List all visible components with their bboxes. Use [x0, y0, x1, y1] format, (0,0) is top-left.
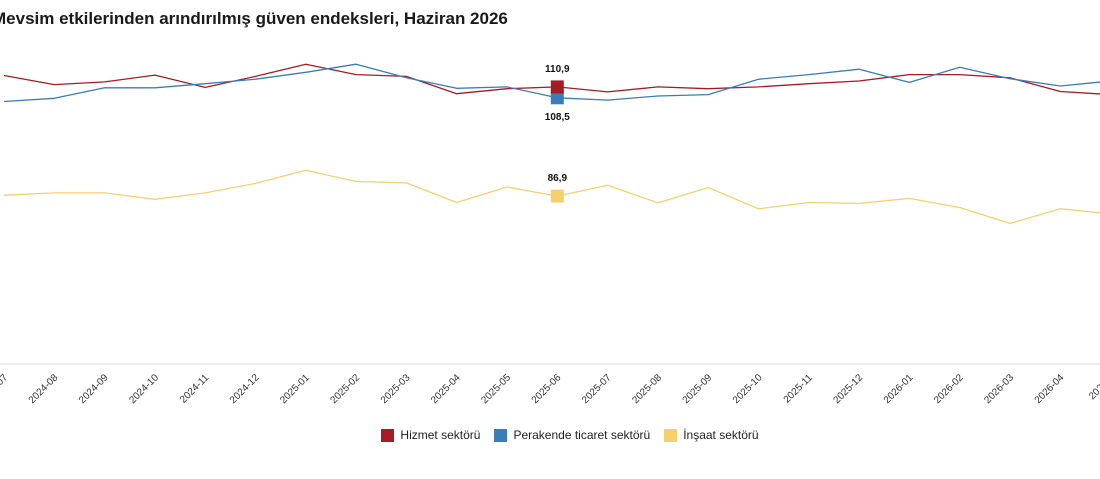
x-tick-label: 2024-07 — [0, 372, 10, 406]
x-tick-label: 2025-06 — [530, 372, 564, 406]
data-label-hizmet: 110,9 — [545, 64, 570, 75]
data-label-perakende: 108,5 — [545, 112, 570, 123]
data-label-insaat: 86,9 — [548, 173, 568, 184]
x-tick-label: 2024-10 — [127, 372, 161, 406]
legend-item-perakende[interactable]: Perakende ticaret sektörü — [494, 428, 650, 442]
x-tick-label: 2025-03 — [379, 372, 413, 406]
legend-label-insaat: İnşaat sektörü — [683, 428, 759, 442]
highlight-marker-perakende[interactable] — [550, 91, 564, 105]
x-tick-label: 2026-03 — [982, 372, 1016, 406]
x-tick-label: 2024-11 — [178, 372, 212, 406]
x-tick-label: 2025-11 — [782, 372, 816, 406]
x-tick-label: 2024-09 — [77, 372, 111, 406]
legend-swatch-hizmet — [381, 428, 395, 442]
x-tick-label: 2025-12 — [831, 372, 865, 406]
legend-item-hizmet[interactable]: Hizmet sektörü — [381, 428, 480, 442]
x-tick-label: 2026-0 — [1087, 372, 1100, 402]
x-tick-label: 2026-02 — [932, 372, 966, 406]
x-tick-label: 2026-04 — [1033, 372, 1067, 406]
legend-label-perakende: Perakende ticaret sektörü — [513, 428, 651, 442]
legend-swatch-perakende — [494, 428, 508, 442]
x-tick-labels: 2024-07 2024-08 2024-09 2024-10 2024-11 2024-… — [0, 372, 1100, 406]
legend-swatch-insaat — [664, 428, 678, 442]
legend: Hizmet sektörü Perakende ticaret sektörü… — [0, 428, 1100, 442]
x-tick-label: 2024-12 — [228, 372, 262, 406]
legend-item-insaat[interactable]: İnşaat sektörü — [664, 428, 759, 442]
marker-layer: 110,9 108,5 86,9 — [545, 64, 570, 203]
x-tick-label: 2025-07 — [580, 372, 614, 406]
x-tick-label: 2025-10 — [731, 372, 765, 406]
x-tick-label: 2025-09 — [681, 372, 715, 406]
x-tick-label: 2026-01 — [882, 372, 916, 406]
highlight-marker-insaat[interactable] — [550, 189, 564, 203]
x-tick-label: 2025-02 — [328, 372, 362, 406]
x-tick-label: 2025-08 — [630, 372, 664, 406]
x-tick-label: 2025-04 — [429, 372, 463, 406]
legend-label-hizmet: Hizmet sektörü — [400, 428, 481, 442]
x-tick-label: 2025-05 — [479, 372, 513, 406]
chart-title: Mevsim etkilerinden arındırılmış güven e… — [0, 9, 508, 28]
x-tick-label: 2025-01 — [278, 372, 312, 406]
x-tick-label: 2024-08 — [27, 372, 61, 406]
highlight-marker-hizmet[interactable] — [550, 80, 564, 94]
